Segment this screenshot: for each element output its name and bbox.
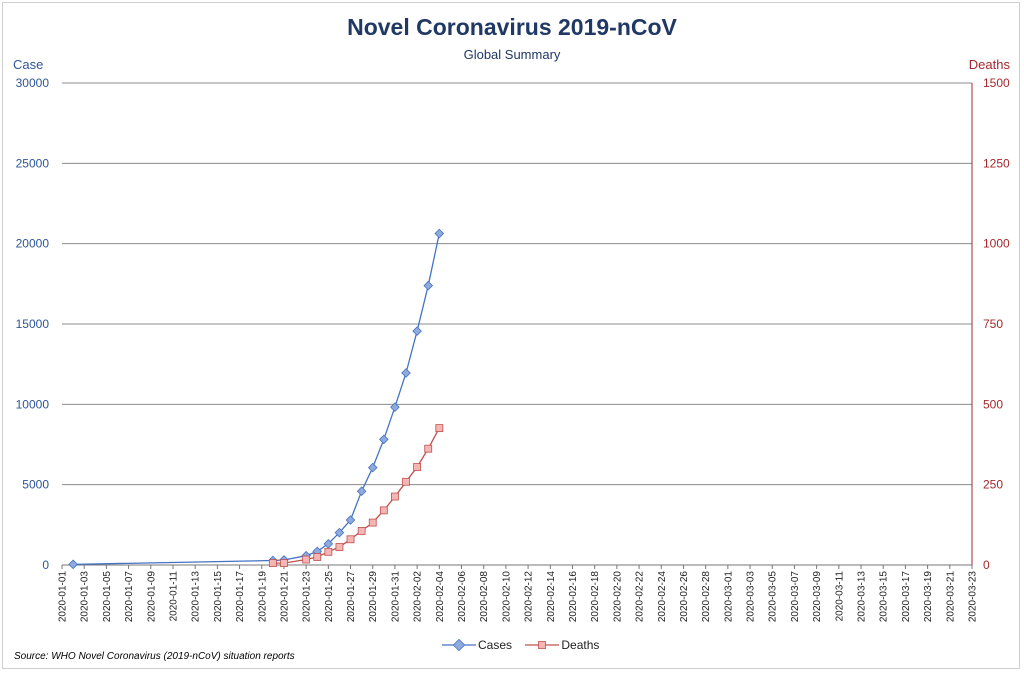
cases-point (434, 228, 445, 239)
x-tick-label: 2020-01-13 (191, 571, 202, 623)
cases-point (345, 515, 356, 525)
x-tick-label: 2020-02-08 (479, 571, 490, 623)
deaths-point (435, 424, 444, 433)
deaths-point (424, 444, 433, 453)
y-left-tick-label: 30000 (16, 76, 50, 90)
chart-subtitle: Global Summary (463, 47, 561, 62)
x-tick-label: 2020-01-17 (235, 571, 246, 623)
x-tick-label: 2020-02-18 (590, 571, 601, 623)
legend-item-cases: Cases (442, 637, 512, 652)
legend-deaths-swatch (525, 641, 560, 650)
y-axis-left-label: Case (13, 57, 44, 72)
x-tick-label: 2020-02-28 (701, 571, 712, 623)
series-line-cases (73, 233, 440, 566)
deaths-point (402, 477, 410, 486)
x-tick-label: 2020-01-07 (124, 571, 135, 623)
y-axis-right-label: Deaths (968, 57, 1010, 72)
x-tick-label: 2020-03-21 (945, 571, 956, 623)
series-line-deaths (272, 427, 440, 564)
x-tick-label: 2020-02-10 (501, 571, 512, 623)
x-tick-label: 2020-01-09 (146, 571, 157, 623)
x-tick-label: 2020-01-19 (257, 571, 268, 623)
y-left-tick-label: 25000 (16, 156, 50, 170)
deaths-point (346, 535, 355, 544)
x-tick-label: 2020-02-22 (635, 571, 646, 623)
deaths-point (368, 518, 377, 527)
x-tick-label: 2020-01-25 (324, 571, 335, 623)
x-tick-label: 2020-03-23 (968, 571, 979, 623)
y-right-tick-label: 1000 (983, 237, 1010, 251)
x-tick-label: 2020-01-01 (58, 571, 69, 623)
x-tick-label: 2020-03-03 (746, 571, 757, 623)
x-tick-label: 2020-03-13 (857, 571, 868, 623)
x-tick-label: 2020-02-14 (546, 571, 557, 623)
x-tick-label: 2020-03-05 (768, 571, 779, 623)
deaths-point (379, 506, 388, 515)
y-right-tick-label: 750 (983, 317, 1003, 331)
cases-point (356, 486, 367, 497)
x-tick-label: 2020-02-12 (524, 571, 535, 623)
y-left-tick-label: 15000 (16, 317, 50, 331)
source-note: Source: WHO Novel Coronavirus (2019-nCoV… (14, 651, 295, 662)
x-tick-label: 2020-01-11 (168, 571, 179, 622)
x-tick-label: 2020-02-26 (679, 571, 690, 623)
x-tick-label: 2020-02-20 (612, 571, 623, 623)
x-tick-label: 2020-02-16 (568, 571, 579, 623)
x-tick-label: 2020-02-04 (435, 571, 446, 623)
x-tick-label: 2020-01-23 (302, 571, 313, 623)
cases-point (68, 559, 78, 570)
deaths-point (313, 553, 322, 561)
x-tick-label: 2020-02-24 (657, 571, 668, 623)
x-tick-label: 2020-03-09 (812, 571, 823, 623)
y-right-tick-label: 1250 (983, 156, 1010, 170)
chart-legend: Cases Deaths (442, 637, 609, 653)
y-left-tick-label: 0 (42, 558, 49, 572)
cases-point (401, 368, 411, 378)
x-tick-label: 2020-03-17 (901, 571, 912, 623)
x-tick-label: 2020-03-15 (879, 571, 890, 623)
deaths-point (357, 527, 366, 535)
x-tick-label: 2020-03-19 (923, 571, 934, 623)
deaths-point (413, 463, 422, 471)
y-left-tick-label: 20000 (16, 237, 50, 251)
y-right-tick-label: 250 (983, 478, 1003, 492)
cases-point (390, 402, 400, 412)
x-tick-label: 2020-01-05 (102, 571, 113, 623)
y-right-tick-label: 1500 (983, 76, 1010, 90)
cases-point (379, 434, 389, 445)
deaths-point (268, 559, 277, 567)
chart-title: Novel Coronavirus 2019-nCoV (347, 14, 677, 40)
cases-point (323, 539, 334, 549)
x-tick-label: 2020-03-11 (834, 571, 845, 622)
cases-point (367, 462, 378, 473)
legend-cases-swatch (442, 639, 476, 652)
x-tick-label: 2020-01-29 (368, 571, 379, 623)
y-right-tick-label: 0 (983, 558, 990, 572)
x-tick-label: 2020-01-15 (213, 571, 224, 623)
legend-item-deaths: Deaths (525, 637, 599, 652)
x-tick-label: 2020-03-07 (790, 571, 801, 623)
x-tick-label: 2020-01-31 (390, 571, 401, 623)
y-left-tick-label: 5000 (22, 478, 49, 492)
cases-point (412, 326, 422, 336)
x-tick-label: 2020-01-03 (80, 571, 91, 623)
x-tick-label: 2020-02-06 (457, 571, 468, 623)
deaths-point (280, 559, 288, 567)
y-left-tick-label: 10000 (16, 397, 50, 411)
y-right-tick-label: 500 (983, 397, 1003, 411)
x-tick-label: 2020-01-27 (346, 571, 357, 623)
deaths-point (302, 555, 311, 564)
deaths-point (335, 543, 344, 551)
x-tick-label: 2020-02-02 (413, 571, 424, 623)
cases-point (423, 280, 434, 291)
x-tick-label: 2020-01-21 (279, 571, 290, 623)
deaths-point (391, 492, 399, 501)
x-tick-label: 2020-03-01 (723, 571, 734, 623)
legend-deaths-label: Deaths (561, 638, 600, 653)
legend-cases-label: Cases (478, 638, 513, 653)
cases-point (334, 527, 345, 538)
deaths-point (324, 547, 333, 556)
